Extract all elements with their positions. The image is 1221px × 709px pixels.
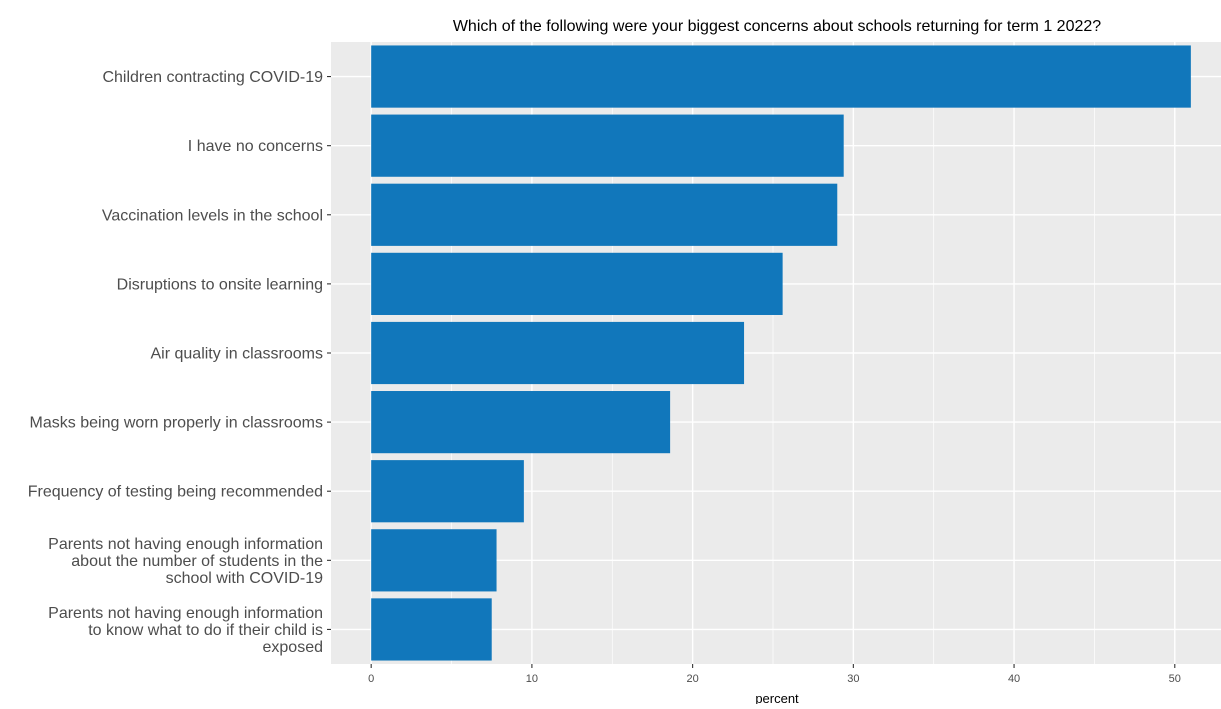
bar [371, 460, 524, 523]
bar [371, 45, 1191, 108]
bar [371, 252, 783, 315]
category-label: I have no concerns [188, 138, 323, 155]
bars [371, 45, 1191, 661]
category-label: Disruptions to onsite learning [117, 276, 323, 293]
x-axis-ticks: 0 10 20 30 40 50 [368, 664, 1181, 685]
bar [371, 321, 745, 385]
category-label: Parents not having enough information abo… [48, 536, 323, 587]
x-tick-label: 40 [1008, 673, 1020, 685]
x-axis-title: percent [755, 691, 799, 704]
x-tick-label: 0 [368, 673, 374, 685]
category-label: Frequency of testing being recommended [28, 484, 323, 501]
x-tick-label: 10 [526, 673, 538, 685]
category-label: Parents not having enough information to … [48, 605, 323, 656]
bar [371, 598, 492, 661]
y-axis-category-labels: Children contracting COVID-19 I have no c… [28, 69, 323, 656]
bar [371, 183, 838, 246]
category-label: Air quality in classrooms [151, 346, 324, 363]
category-label: Children contracting COVID-19 [102, 69, 323, 86]
x-tick-label: 20 [686, 673, 698, 685]
bar [371, 391, 671, 454]
y-axis-ticks [327, 76, 331, 630]
category-label: Vaccination levels in the school [102, 207, 323, 224]
bar [371, 114, 844, 177]
bar [371, 529, 497, 592]
x-tick-label: 30 [847, 673, 859, 685]
category-label: Masks being worn properly in classrooms [30, 415, 323, 432]
chart-title: Which of the following were your biggest… [453, 18, 1101, 35]
x-tick-label: 50 [1169, 673, 1181, 685]
